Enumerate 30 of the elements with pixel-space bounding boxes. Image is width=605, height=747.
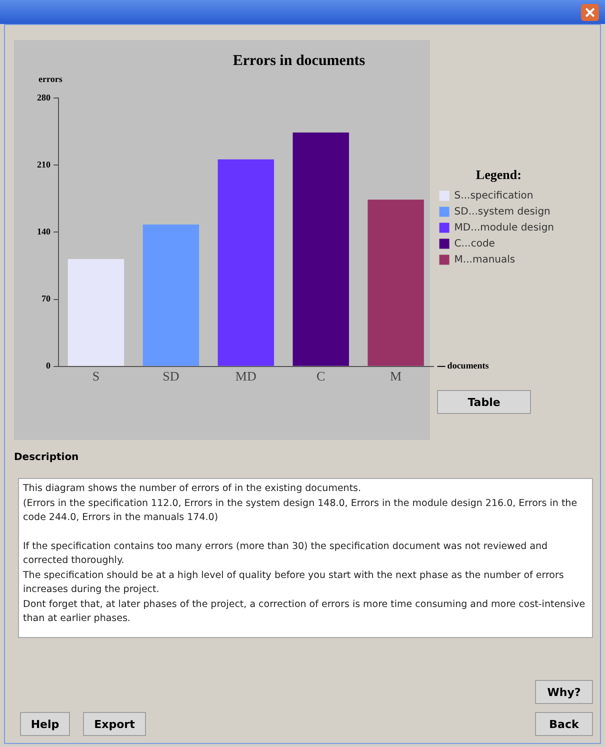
y-tick-label: 210	[37, 159, 51, 170]
legend-label: C...code	[454, 238, 495, 250]
legend-title: Legend:	[476, 167, 522, 182]
y-axis-title: errors	[38, 74, 63, 84]
text: Description	[14, 452, 79, 463]
text: Why?	[535, 680, 593, 704]
y-tick-label: 70	[42, 294, 51, 304]
chart-title: Errors in documents	[232, 52, 366, 69]
legend-label: M...manuals	[454, 254, 516, 266]
x-tick-label: C	[316, 368, 326, 384]
x-tick-label: SD	[162, 368, 180, 384]
text: The specification should be at a high level of quality before you start with the next phase as the number of errors increases during the project.	[23, 568, 565, 597]
legend-label: SD...system design	[454, 206, 550, 218]
legend-label: S...specification	[454, 190, 534, 202]
text: If the specification contains too many errors (more than 30) the specification document was not reviewed and corrected thoroughly.	[23, 540, 549, 568]
text: This diagram shows the number of errors of in the existing documents.	[23, 482, 362, 496]
x-axis-title: documents	[447, 360, 490, 371]
y-tick-label: 280	[37, 92, 51, 102]
y-tick-label: 0	[46, 360, 51, 371]
text: Dont forget that, at later phases of the project, a correction of errors is more time consuming and more cost-intensive than at earlier phases.	[23, 598, 586, 626]
text: Table	[437, 390, 531, 414]
text: Back	[535, 712, 593, 736]
x-tick-label: M	[390, 368, 402, 384]
y-tick-label: 140	[37, 226, 51, 237]
text: (Errors in the specification 112.0, Errors in the system design 148.0, Errors in the module design 216.0, Errors in the code 244.0, Errors in the manuals 174.0)	[23, 496, 578, 525]
legend-label: MD...module design	[454, 222, 554, 234]
text: Help	[20, 712, 70, 736]
text: Export	[83, 712, 146, 736]
x-tick-label: S	[92, 368, 100, 384]
x-tick-label: MD	[235, 368, 256, 384]
